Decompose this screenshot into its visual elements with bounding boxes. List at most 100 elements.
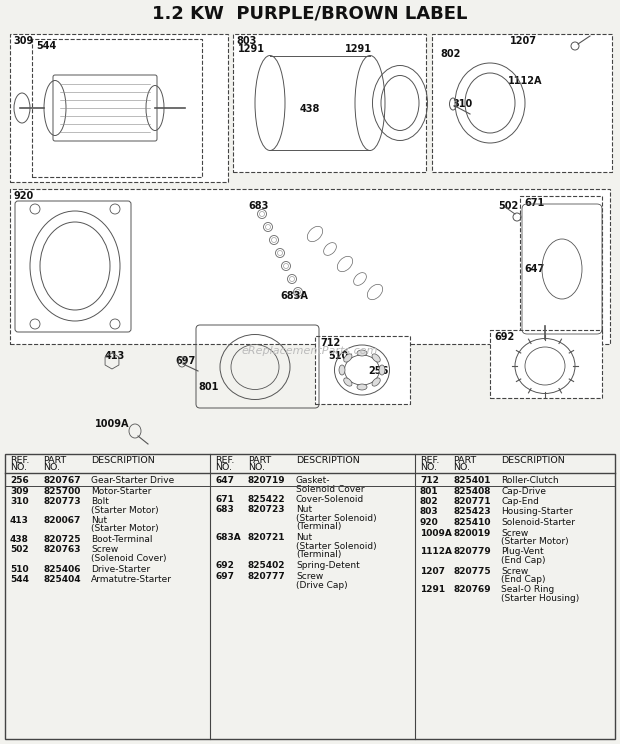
Text: 683: 683 (248, 201, 268, 211)
Text: 1207: 1207 (420, 566, 445, 576)
Text: 825406: 825406 (43, 565, 81, 574)
Text: REF.: REF. (215, 456, 234, 465)
Text: Nut: Nut (91, 516, 107, 525)
Text: 502: 502 (10, 545, 29, 554)
Text: 820767: 820767 (43, 476, 81, 485)
Text: 1291: 1291 (420, 586, 445, 594)
Text: Gasket-: Gasket- (296, 476, 330, 485)
Text: PART: PART (43, 456, 66, 465)
Text: 647: 647 (524, 264, 544, 274)
Text: 683A: 683A (280, 291, 308, 301)
Bar (10, 189, 610, 344)
Text: (End Cap): (End Cap) (501, 556, 546, 565)
Text: 310: 310 (452, 99, 472, 109)
Bar (315, 336, 410, 404)
Ellipse shape (343, 354, 352, 362)
Text: (Solenoid Cover): (Solenoid Cover) (91, 554, 167, 563)
Text: 712: 712 (320, 338, 340, 348)
Text: (Starter Motor): (Starter Motor) (91, 525, 159, 533)
Text: 671: 671 (215, 495, 234, 504)
Text: 1291: 1291 (238, 44, 265, 54)
Text: REF.: REF. (420, 456, 440, 465)
Ellipse shape (357, 384, 367, 390)
Text: NO.: NO. (10, 463, 27, 472)
Bar (32, 39, 202, 177)
Text: 820067: 820067 (43, 516, 81, 525)
Text: (Starter Solenoid): (Starter Solenoid) (296, 514, 376, 523)
Text: 802: 802 (420, 497, 438, 506)
Text: 697: 697 (175, 356, 195, 366)
Text: Cap-Drive: Cap-Drive (501, 487, 546, 496)
Text: Bolt: Bolt (91, 497, 109, 506)
Text: Drive-Starter: Drive-Starter (91, 565, 150, 574)
Text: PART: PART (453, 456, 476, 465)
Text: Boot-Terminal: Boot-Terminal (91, 535, 153, 544)
Text: 438: 438 (10, 535, 29, 544)
Text: Screw: Screw (501, 528, 528, 537)
Text: Screw: Screw (296, 572, 323, 581)
Text: Screw: Screw (501, 566, 528, 576)
Text: 683A: 683A (215, 533, 241, 542)
Text: 825423: 825423 (453, 507, 490, 516)
Bar (10, 34, 228, 182)
Text: 309: 309 (10, 487, 29, 496)
Text: 1112A: 1112A (420, 548, 452, 557)
Text: 671: 671 (524, 198, 544, 208)
Text: 825408: 825408 (453, 487, 490, 496)
Text: 1291: 1291 (345, 44, 372, 54)
Text: 1.2 KW  PURPLE/BROWN LABEL: 1.2 KW PURPLE/BROWN LABEL (153, 4, 467, 22)
Ellipse shape (343, 378, 352, 386)
Text: 697: 697 (215, 572, 234, 581)
Text: 920: 920 (420, 518, 439, 527)
Text: 820771: 820771 (453, 497, 490, 506)
Text: NO.: NO. (420, 463, 437, 472)
Text: NO.: NO. (215, 463, 232, 472)
Text: (Starter Motor): (Starter Motor) (91, 505, 159, 515)
Bar (490, 330, 602, 398)
Text: Seal-O Ring: Seal-O Ring (501, 586, 554, 594)
Text: NO.: NO. (43, 463, 60, 472)
Text: 502: 502 (498, 201, 518, 211)
Text: 825404: 825404 (43, 575, 81, 584)
Text: NO.: NO. (248, 463, 265, 472)
Text: 510: 510 (328, 351, 348, 361)
Text: 825402: 825402 (248, 562, 285, 571)
Text: 413: 413 (10, 516, 29, 525)
Text: Cover-Solenoid: Cover-Solenoid (296, 495, 365, 504)
Text: (End Cap): (End Cap) (501, 575, 546, 584)
Text: 825401: 825401 (453, 476, 490, 485)
Text: 692: 692 (215, 562, 234, 571)
Text: 825410: 825410 (453, 518, 490, 527)
Bar (5, 454, 615, 739)
Text: (Terminal): (Terminal) (296, 551, 342, 559)
Text: 712: 712 (420, 476, 439, 485)
Text: PART: PART (248, 456, 272, 465)
Text: Armatutre-Starter: Armatutre-Starter (91, 575, 172, 584)
Text: 1112A: 1112A (508, 76, 542, 86)
Text: (Starter Solenoid): (Starter Solenoid) (296, 542, 376, 551)
Text: 510: 510 (10, 565, 29, 574)
Text: 825422: 825422 (248, 495, 286, 504)
Text: DESCRIPTION: DESCRIPTION (501, 456, 565, 465)
Text: (Terminal): (Terminal) (296, 522, 342, 531)
Text: 820725: 820725 (43, 535, 81, 544)
Text: DESCRIPTION: DESCRIPTION (91, 456, 155, 465)
Text: 820719: 820719 (248, 476, 286, 485)
Text: 1207: 1207 (510, 36, 537, 46)
Text: Nut: Nut (296, 505, 312, 515)
Text: 820763: 820763 (43, 545, 81, 554)
Text: Spring-Detent: Spring-Detent (296, 562, 360, 571)
Text: 309: 309 (13, 36, 33, 46)
Ellipse shape (357, 350, 367, 356)
Ellipse shape (372, 378, 380, 386)
Text: 820775: 820775 (453, 566, 490, 576)
Text: 1009A: 1009A (95, 419, 130, 429)
Text: 438: 438 (300, 104, 321, 114)
Text: Gear-Starter Drive: Gear-Starter Drive (91, 476, 174, 485)
Text: 256: 256 (368, 366, 388, 376)
Text: Cap-End: Cap-End (501, 497, 539, 506)
Text: 683: 683 (215, 505, 234, 515)
Text: Plug-Vent: Plug-Vent (501, 548, 544, 557)
Text: 820019: 820019 (453, 528, 490, 537)
Text: 803: 803 (420, 507, 438, 516)
